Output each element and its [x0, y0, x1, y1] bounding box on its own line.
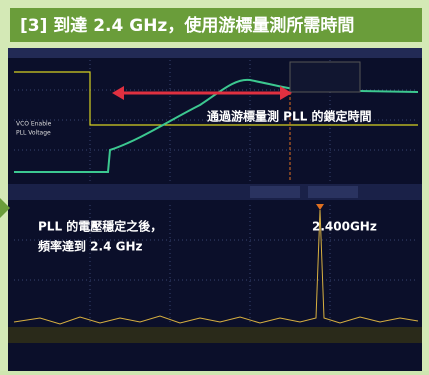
channel-label: PLL Voltage — [16, 130, 51, 137]
scope-status-bar — [8, 184, 422, 200]
cursor-readout — [289, 61, 361, 93]
arrow-head — [280, 86, 292, 100]
peak-marker — [316, 204, 324, 210]
scope-screen — [8, 48, 422, 371]
spectrum-trace — [13, 209, 419, 325]
status-box — [308, 186, 358, 198]
annotation: PLL 的電壓穩定之後， — [38, 219, 162, 234]
pll-voltage-trace — [14, 78, 419, 173]
peak-label: 2.400GHz — [312, 220, 377, 234]
vco-enable-trace — [14, 71, 418, 126]
title: [3] 到達 2.4 GHz，使用游標量測所需時間 — [20, 15, 354, 36]
channel-label: VCO Enable — [16, 121, 52, 128]
side-arrow — [0, 198, 10, 218]
title-bar — [10, 8, 422, 42]
scope-top-bar — [8, 48, 422, 58]
status-box — [250, 186, 300, 198]
scope-bottom-bar — [8, 327, 422, 343]
annotation: 通過游標量測 PLL 的鎖定時間 — [207, 109, 371, 124]
arrow-head — [112, 86, 124, 100]
annotation: 頻率達到 2.4 GHz — [38, 239, 143, 254]
